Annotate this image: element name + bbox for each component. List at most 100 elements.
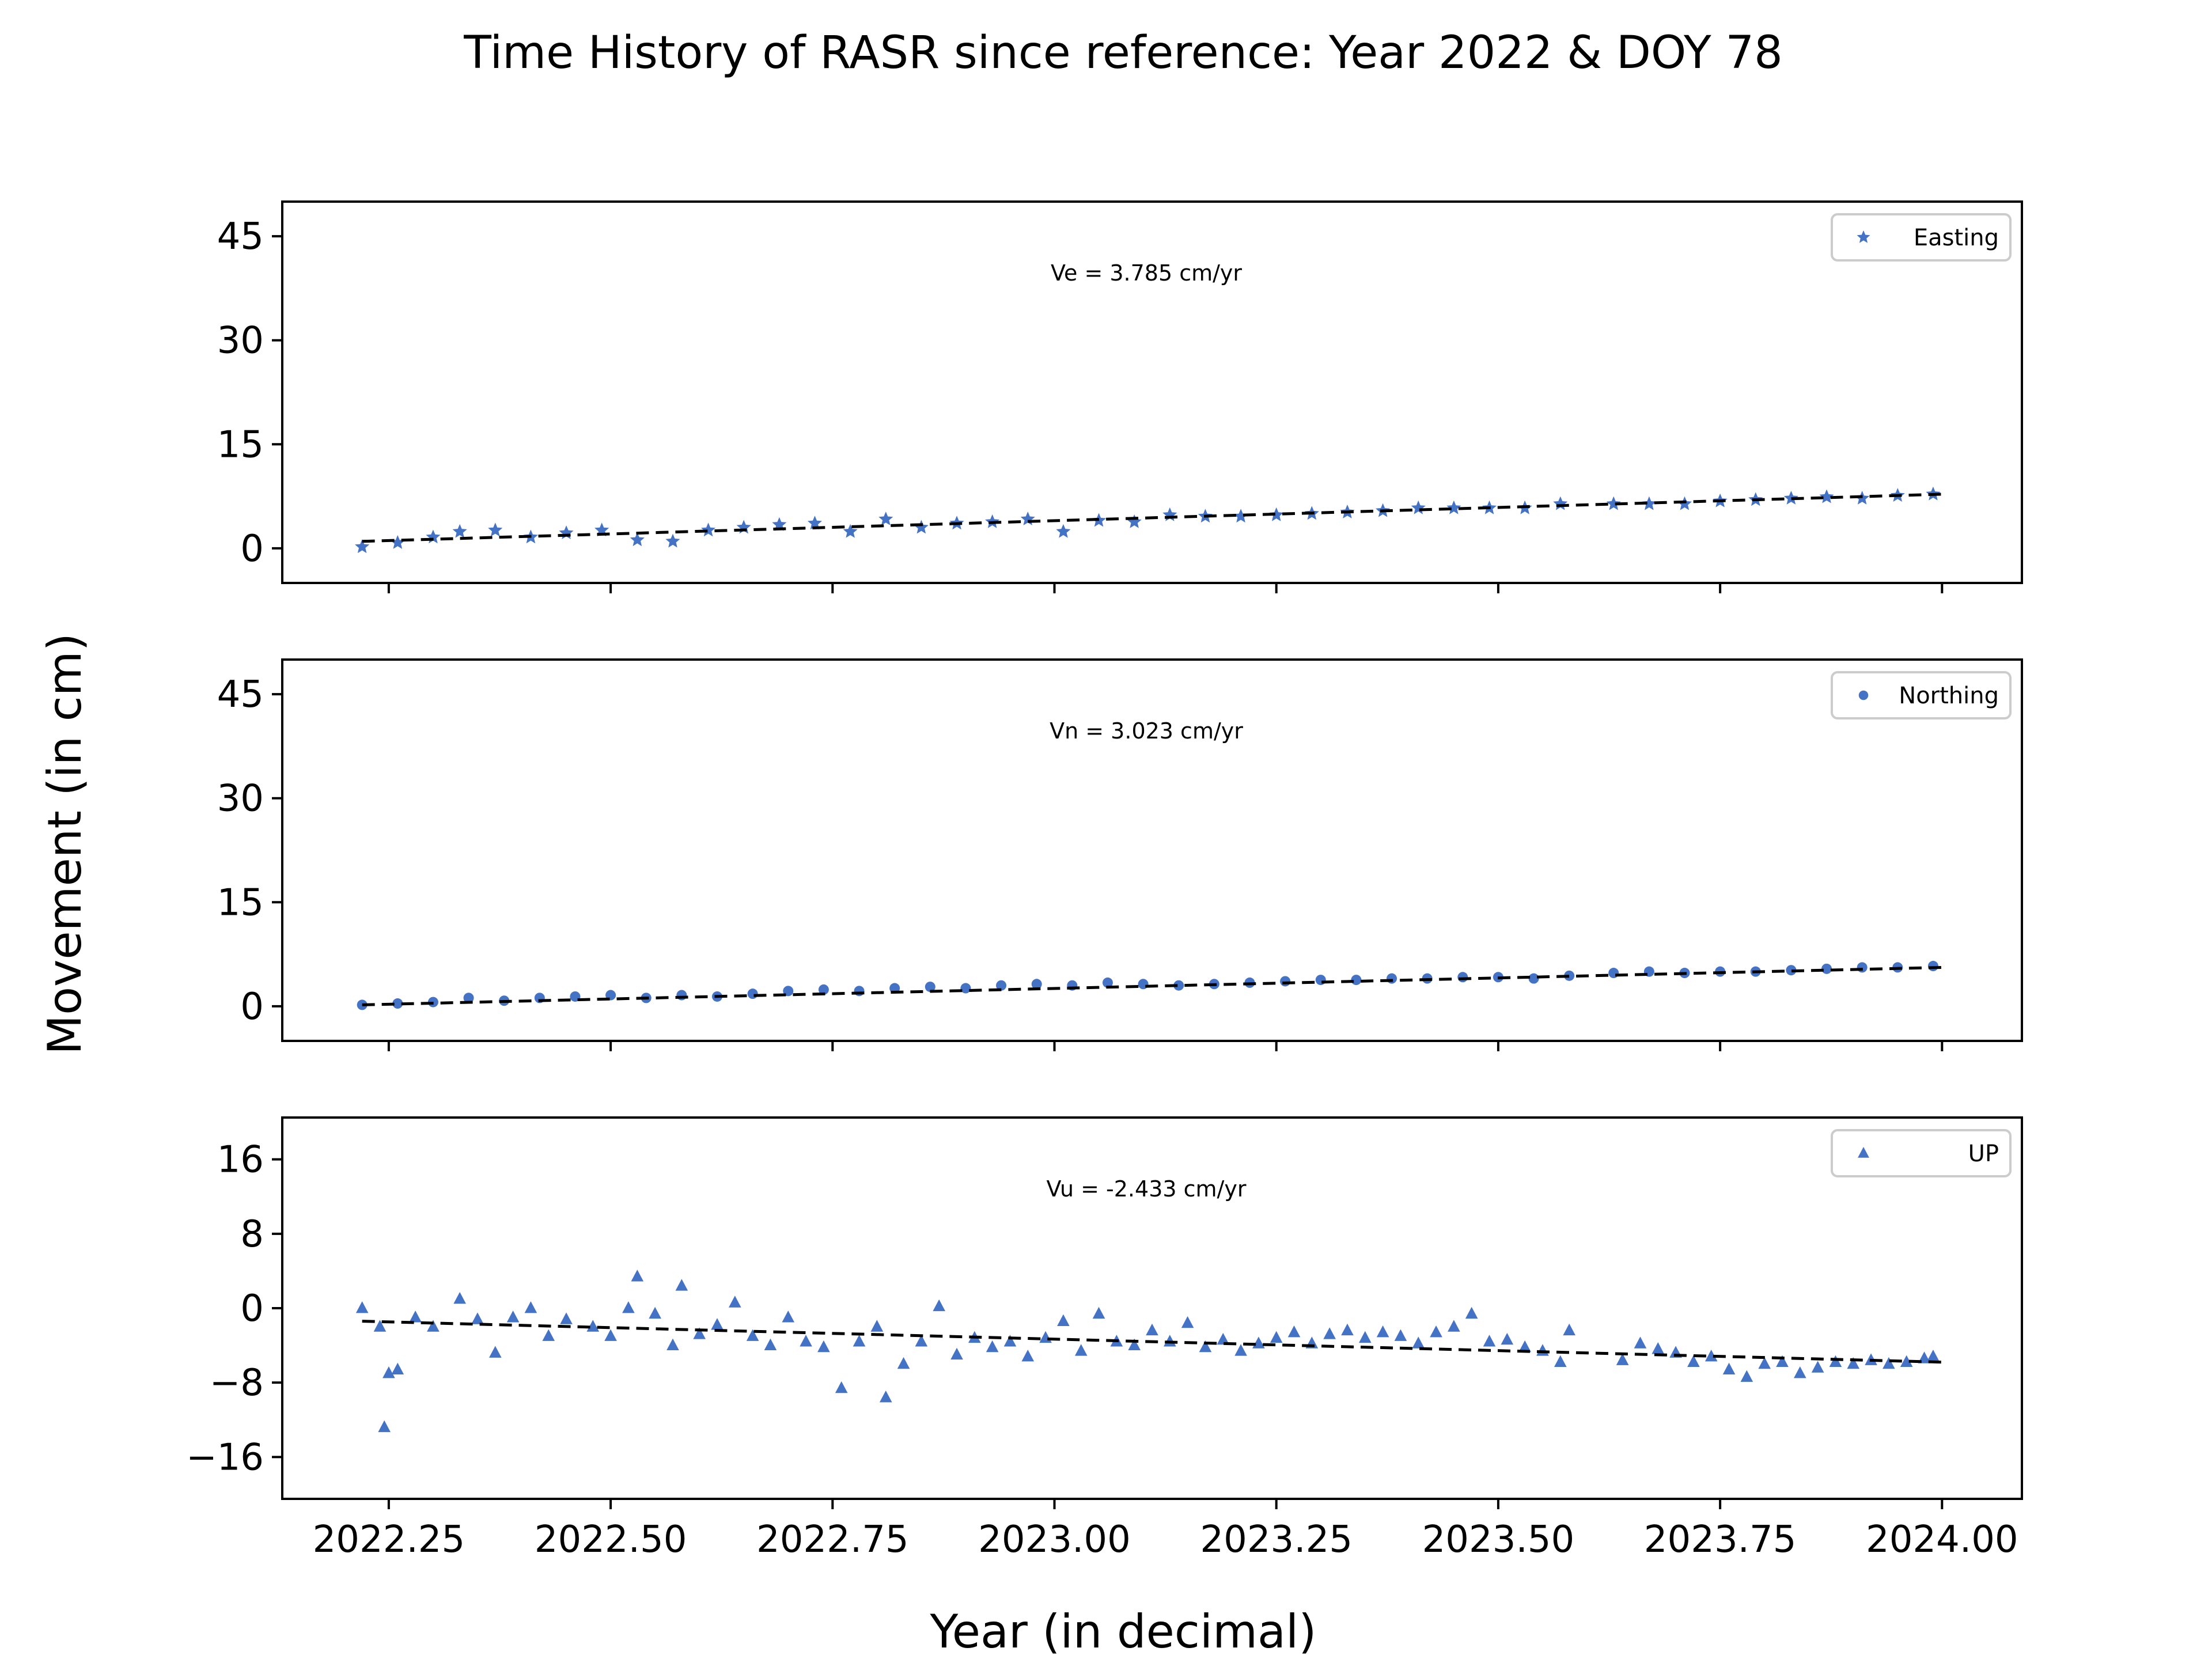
y-tick-label: 0 [240, 528, 264, 570]
data-point [1793, 1366, 1806, 1378]
data-point [1270, 1331, 1283, 1343]
data-point [701, 522, 716, 537]
y-tick-label: 30 [217, 778, 264, 820]
data-point [1642, 496, 1657, 510]
data-point [382, 1366, 395, 1378]
data-point [746, 1329, 759, 1341]
data-point [915, 1335, 928, 1347]
x-tick-label: 2024.00 [1866, 1518, 2018, 1561]
data-point [782, 1310, 795, 1323]
data-point [1829, 1355, 1842, 1368]
legend-label: Easting [1914, 225, 1999, 251]
data-point [630, 532, 645, 547]
data-point [1758, 1357, 1771, 1369]
velocity-annotation: Vu = -2.433 cm/yr [1047, 1176, 1247, 1202]
y-tick-label: 16 [217, 1139, 264, 1181]
data-point [649, 1306, 661, 1319]
y-tick-label: −16 [186, 1436, 264, 1479]
axes-frame [281, 658, 2023, 1042]
y-tick-label: 15 [217, 423, 264, 466]
data-point [392, 998, 403, 1009]
data-point [1199, 1340, 1212, 1353]
panel-3: −16 −8 0 8 16 2022.25 2022.50 2022.75 2023.00 202… [186, 1116, 2023, 1561]
data-point [1074, 1344, 1088, 1356]
data-point [1927, 961, 1938, 972]
data-point [1616, 1353, 1629, 1365]
y-tick-label: 45 [217, 215, 264, 258]
series-easting [355, 486, 1941, 554]
data-point [1722, 1362, 1736, 1374]
data-point [747, 988, 758, 999]
data-point [1056, 524, 1071, 538]
data-point [586, 1320, 600, 1332]
data-point [604, 1329, 617, 1341]
data-point [471, 1312, 484, 1324]
data-point [1234, 1344, 1247, 1356]
data-point [1847, 1357, 1860, 1369]
data-point [1217, 1332, 1230, 1345]
data-point [1554, 1355, 1567, 1368]
panel-1: 0 15 30 45 Ve = 3.785 cm/yr Easting [217, 200, 2023, 593]
x-tick-label: 2023.00 [978, 1518, 1131, 1561]
data-point [807, 516, 822, 530]
data-point [1448, 1320, 1460, 1332]
data-point [1811, 1361, 1824, 1373]
data-point [665, 533, 680, 548]
data-point [1457, 972, 1468, 983]
data-point [835, 1381, 848, 1393]
data-point [1181, 1316, 1194, 1328]
data-point [390, 535, 405, 549]
panels: 0 15 30 45 Ve = 3.785 cm/yr Easting 0 15 30 45 Vn … [186, 200, 2023, 1561]
data-point [1483, 1335, 1496, 1347]
data-point [463, 993, 474, 1003]
y-tick-label: 45 [217, 673, 264, 716]
x-tick-label: 2023.25 [1200, 1518, 1353, 1561]
data-point [1740, 1370, 1753, 1382]
data-point [1341, 1323, 1354, 1336]
data-point [1518, 1340, 1531, 1353]
data-point [1776, 1355, 1789, 1368]
data-point [1634, 1336, 1647, 1349]
data-point [897, 1357, 910, 1369]
data-point [1606, 496, 1621, 510]
axes-frame [281, 200, 2023, 584]
data-point [729, 1296, 741, 1308]
data-point [1652, 1342, 1665, 1354]
y-tick-label: −8 [210, 1362, 264, 1404]
data-point [1128, 1338, 1141, 1350]
data-point [1900, 1355, 1913, 1368]
data-point [870, 1320, 884, 1332]
legend: UP [1831, 1129, 2012, 1177]
panel-2: 0 15 30 45 Vn = 3.023 cm/yr Northing [217, 658, 2023, 1051]
data-point [391, 1362, 404, 1374]
legend-marker [1857, 230, 1870, 243]
data-point [488, 1346, 502, 1358]
y-tick-label: 15 [217, 881, 264, 924]
data-point [1031, 979, 1042, 990]
data-point [1358, 1331, 1372, 1343]
data-point [1465, 1306, 1478, 1319]
legend-marker [1858, 1147, 1869, 1158]
data-point [675, 1279, 688, 1291]
legend: Easting [1831, 213, 2012, 262]
data-point [488, 522, 503, 537]
x-tick-label: 2022.50 [535, 1518, 687, 1561]
data-point [1687, 1355, 1700, 1368]
legend-label: UP [1968, 1141, 1999, 1167]
data-point [452, 524, 467, 538]
y-tick-label: 30 [217, 320, 264, 362]
data-point [506, 1310, 520, 1323]
data-point [355, 1301, 369, 1313]
data-point [817, 1340, 830, 1353]
fit-line [362, 1320, 1942, 1364]
y-tick-label: 8 [240, 1213, 264, 1256]
legend-box [1831, 1129, 2012, 1177]
data-point [1608, 968, 1619, 979]
data-point [1394, 1329, 1407, 1341]
data-point [1127, 514, 1142, 528]
data-point [764, 1338, 777, 1350]
data-point [1021, 1349, 1035, 1362]
data-point [843, 524, 858, 538]
